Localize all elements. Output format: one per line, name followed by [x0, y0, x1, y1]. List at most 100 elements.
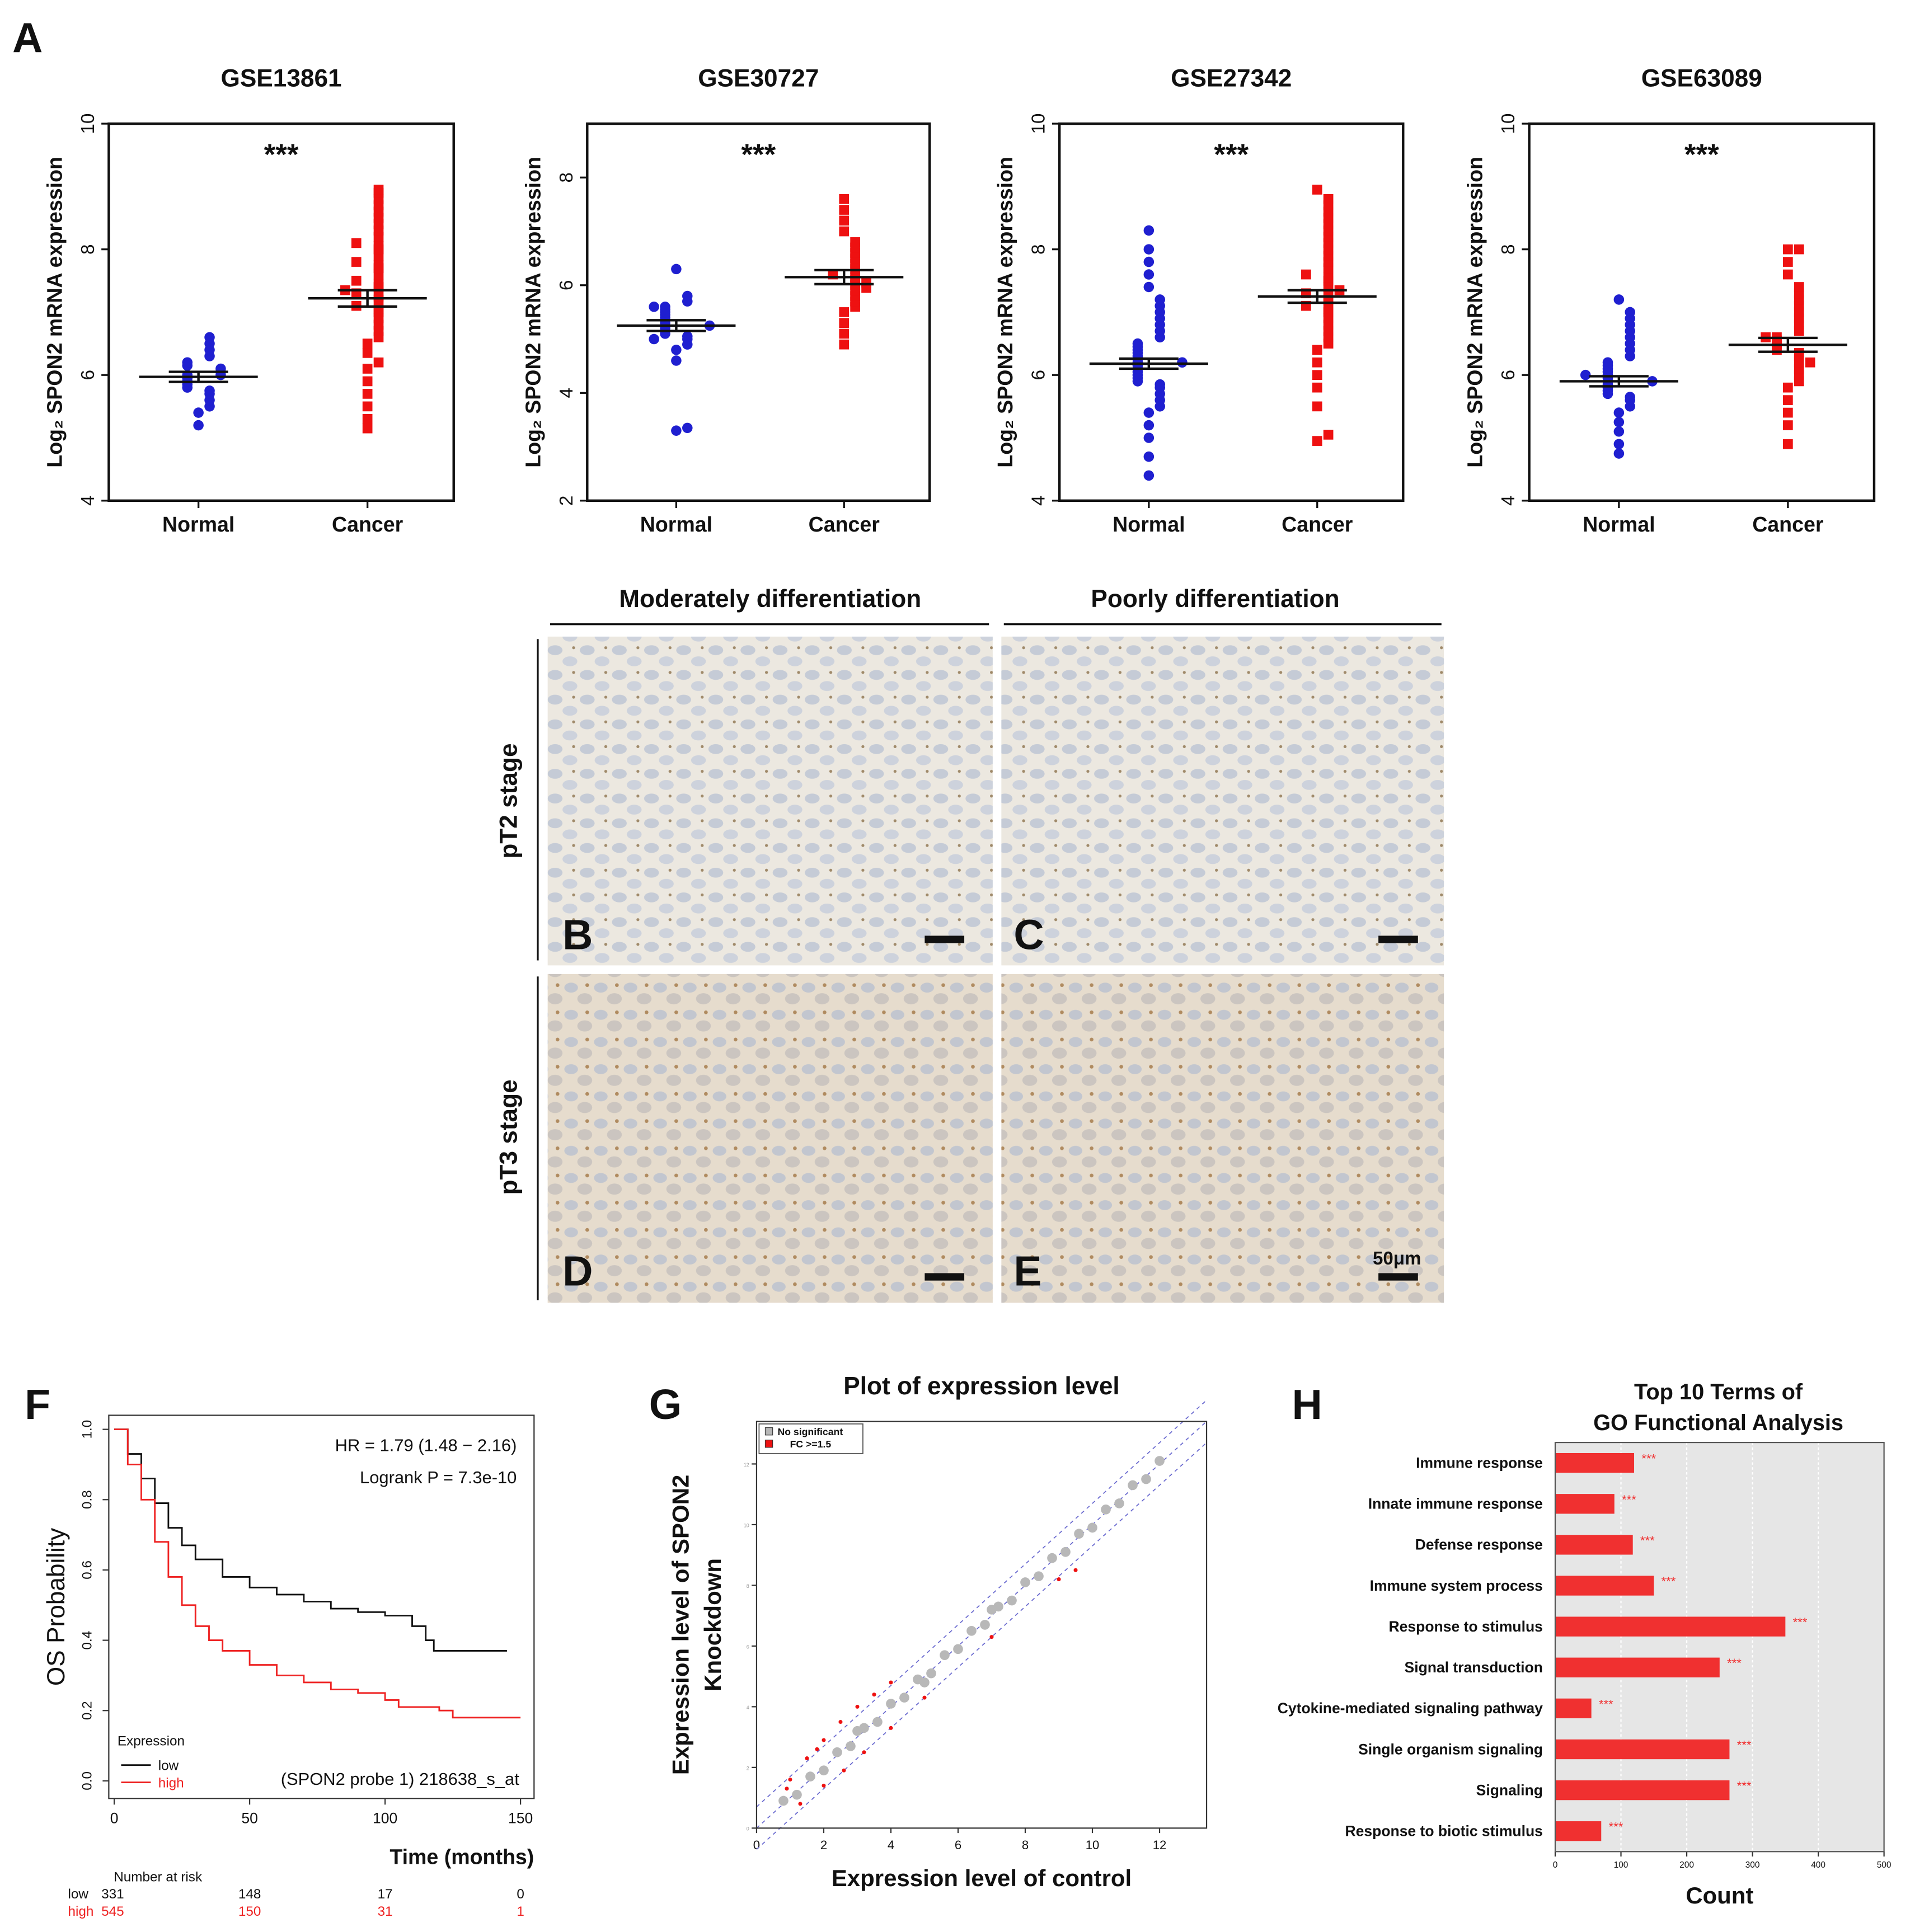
data-point — [839, 205, 850, 215]
x-tick-label: Cancer — [809, 513, 880, 536]
reference-line — [756, 1399, 1207, 1808]
data-point — [362, 413, 373, 424]
bar — [1555, 1576, 1654, 1596]
data-point — [1625, 392, 1636, 402]
chart-title: GSE13861 — [220, 65, 341, 92]
legend-swatch — [764, 1440, 773, 1448]
data-point — [1783, 407, 1793, 418]
data-point — [838, 1719, 843, 1724]
micrograph — [547, 974, 993, 1303]
panel-letter: C — [1013, 911, 1044, 958]
data-point — [1177, 357, 1188, 368]
panel-letter: E — [1013, 1248, 1041, 1295]
data-point — [798, 1802, 803, 1806]
plot-frame — [1554, 1441, 1885, 1853]
data-point — [872, 1717, 883, 1727]
data-point — [805, 1771, 815, 1781]
y-tick-label: Immune system process — [1370, 1577, 1543, 1594]
y-tick-label: 6 — [78, 370, 98, 380]
data-point — [1155, 294, 1165, 305]
data-point — [861, 283, 871, 293]
data-point — [1794, 348, 1804, 358]
data-point — [1323, 194, 1334, 204]
y-tick-label: 8 — [78, 244, 98, 254]
risk-count: 31 — [378, 1904, 393, 1919]
y-tick-label: 4 — [78, 496, 98, 506]
data-point — [785, 1787, 789, 1791]
data-point — [839, 318, 850, 328]
column-header: Poorly differentiation — [1091, 585, 1339, 613]
error-bar — [646, 319, 706, 332]
data-point — [351, 238, 362, 248]
y-tick-label: 0.0 — [79, 1771, 95, 1790]
bar — [1555, 1780, 1730, 1801]
y-tick-label: Response to stimulus — [1389, 1618, 1543, 1635]
data-point — [1034, 1571, 1044, 1581]
chart-title: GSE27342 — [1171, 65, 1292, 92]
data-point — [682, 290, 693, 302]
reference-line — [756, 1442, 1207, 1850]
y-tick-label: Signal transduction — [1405, 1659, 1543, 1676]
y-tick-label: 8 — [1498, 244, 1519, 254]
dot-plot: GSE27342 *** Log₂ SPON2 mRNA expression 4 6 8… — [993, 65, 1405, 536]
data-point — [1613, 426, 1625, 437]
error-bar — [1287, 289, 1347, 304]
data-point — [788, 1778, 792, 1782]
data-point — [660, 302, 670, 312]
y-tick-label: 6 — [1029, 370, 1049, 380]
data-point — [1301, 269, 1311, 280]
data-point — [1613, 417, 1625, 427]
data-point — [1794, 244, 1804, 255]
x-tick-label: 0 — [110, 1809, 119, 1826]
bar-annotation: *** — [1641, 1452, 1656, 1466]
data-point — [839, 328, 850, 339]
x-axis-label: Expression level of control — [832, 1865, 1132, 1891]
data-point — [1323, 304, 1334, 314]
data-point — [966, 1625, 977, 1636]
x-tick-label: 2 — [820, 1838, 827, 1852]
bar — [1555, 1821, 1602, 1841]
plot-frame — [108, 1414, 535, 1799]
micrograph — [1001, 974, 1444, 1303]
bar-annotation: *** — [1662, 1574, 1676, 1588]
panel-letter: H — [1292, 1381, 1322, 1428]
data-point — [989, 1635, 994, 1639]
data-point — [682, 422, 693, 434]
y-tick-label: 0.6 — [79, 1560, 95, 1580]
y-tick-label: 0.4 — [79, 1631, 95, 1650]
data-point — [1007, 1595, 1017, 1606]
data-point — [671, 345, 682, 355]
y-tick-label: 6 — [1498, 370, 1519, 380]
data-point — [940, 1650, 950, 1661]
data-point — [1143, 407, 1155, 418]
x-tick-label: 8 — [1022, 1838, 1029, 1852]
x-tick-label: 150 — [508, 1809, 533, 1826]
data-point — [373, 279, 384, 289]
y-tick-label: 6 — [747, 1644, 749, 1649]
data-point — [1087, 1522, 1097, 1533]
bar-annotation: *** — [1727, 1656, 1742, 1670]
data-point — [832, 1747, 842, 1757]
panel-letters: A F G H — [12, 14, 1322, 1428]
data-point — [919, 1677, 930, 1687]
significance: *** — [1684, 138, 1719, 171]
risk-count: 1 — [517, 1904, 524, 1919]
data-point — [1312, 345, 1322, 355]
data-point — [1312, 382, 1322, 393]
data-point — [822, 1783, 826, 1788]
chart-title: Top 10 Terms of — [1634, 1380, 1803, 1404]
legend-title: Expression — [118, 1733, 185, 1748]
chart-title: GSE63089 — [1641, 65, 1762, 92]
x-tick-label: 0 — [1553, 1860, 1558, 1870]
error-bar — [168, 370, 228, 383]
data-point — [839, 215, 850, 226]
data-point — [182, 357, 193, 368]
data-point — [193, 420, 204, 431]
x-tick-label: 100 — [1614, 1860, 1629, 1870]
data-point — [1132, 338, 1143, 349]
column-header: Moderately differentiation — [619, 585, 921, 613]
data-point — [1141, 1474, 1151, 1484]
data-point — [1155, 1456, 1165, 1466]
data-point — [1143, 420, 1155, 431]
